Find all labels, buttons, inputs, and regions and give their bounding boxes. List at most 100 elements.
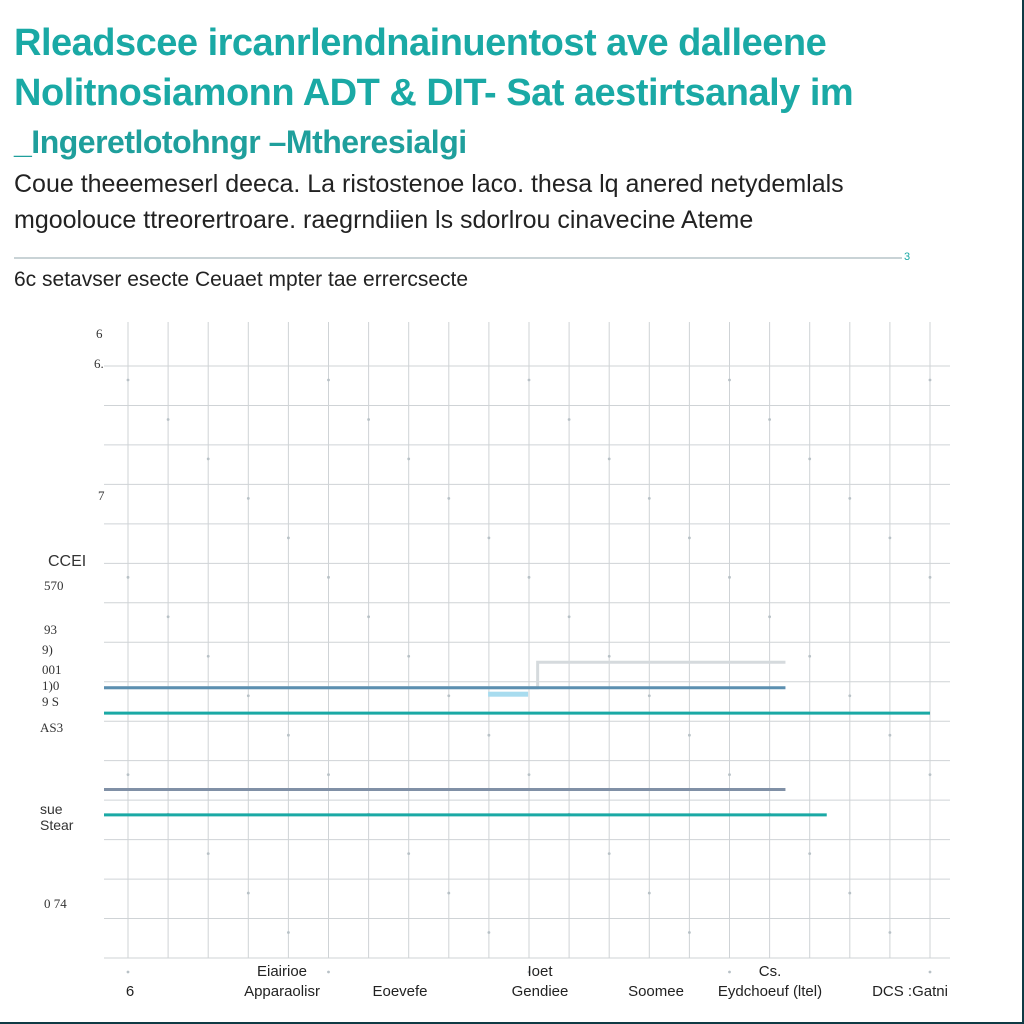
grid-dot [126, 378, 130, 382]
grid-dot [728, 773, 731, 777]
y-tick-label: 001 [42, 662, 62, 677]
grid-dot [848, 497, 852, 500]
title-line-1: Rleadscee ircanrlendnainuentost ave dall… [14, 22, 827, 64]
grid-dot [527, 970, 531, 974]
title-line-2: Nolitnosiamonn ADT & DIT- Sat aestirtsan… [14, 72, 854, 114]
x-tick-label: Soomee [628, 983, 684, 1000]
y-tick-label: 93 [44, 622, 57, 637]
grid-dot [287, 733, 290, 737]
grid-dot [567, 615, 571, 619]
grid-dot [487, 931, 491, 934]
grid-dot [447, 891, 451, 895]
y-tick-label: 1)0 [42, 678, 59, 693]
grid-dot [728, 378, 731, 382]
grid-dot [888, 931, 892, 934]
grid-dot [447, 497, 451, 500]
grid-dot [567, 418, 571, 421]
grid-dot [888, 536, 892, 540]
grid-dot [246, 497, 250, 500]
description-line-2: mgoolouce ttreorertroare. raegrndiien ls… [14, 206, 754, 234]
grid-dot [487, 536, 491, 540]
grid-dot [126, 970, 130, 974]
grid-dot [327, 378, 330, 382]
x-tick-label: DCS :Gatni [872, 983, 948, 1000]
x-tick-label: Cs. [759, 963, 782, 980]
y-tick-label: sue [40, 801, 63, 817]
grid-dot [407, 654, 411, 658]
x-tick-label: Eiairioe [257, 963, 307, 980]
y-tick-label: 7 [98, 488, 105, 503]
chart-subtitle: 6c setavser esecte Ceuaet mpter tae erre… [14, 268, 468, 292]
grid-dot [287, 931, 290, 934]
divider [14, 257, 902, 259]
y-tick-label: 9 S [42, 694, 59, 709]
x-tick-label: Gendiee [512, 983, 569, 1000]
grid-dot [607, 852, 611, 855]
grid-dot [246, 694, 250, 698]
y-tick-label: AS3 [40, 720, 63, 735]
series-line-1 [104, 660, 786, 690]
grid-dot [848, 891, 852, 895]
grid-dot [688, 536, 691, 540]
x-tick-label: Ioet [527, 963, 553, 980]
grid-dot [647, 891, 651, 895]
y-tick-label: 570 [44, 578, 64, 593]
grid-dot [527, 773, 531, 777]
grid-dot [327, 970, 330, 974]
grid-dot [647, 694, 651, 698]
grid-dot [447, 694, 451, 698]
grid-dot [728, 575, 731, 579]
grid-dot [688, 733, 691, 737]
x-tick-label: 6 [126, 983, 134, 1000]
grid-dot [327, 575, 330, 579]
subtitle-text: setavser esecte Ceuaet mpter tae errercs… [42, 268, 469, 291]
grid-dot [327, 773, 330, 777]
grid-dot [206, 852, 210, 855]
grid-dot [367, 418, 370, 421]
grid-dot [808, 654, 812, 658]
grid-dot [728, 970, 731, 974]
grid-dot [768, 615, 771, 619]
y-tick-label: CCEI [48, 553, 86, 570]
grid-dot [206, 457, 210, 461]
grid-dot [848, 694, 852, 698]
grid-dot [928, 378, 932, 382]
grid-dot [607, 654, 611, 658]
highlight-marker [488, 691, 529, 697]
grid-dot [487, 733, 491, 737]
y-tick-label: Stear [40, 817, 74, 833]
y-tick-label: 6. [94, 356, 104, 371]
grid-dot [407, 457, 411, 461]
grid-dot [287, 536, 290, 540]
grid-dot [808, 852, 812, 855]
title-line-3: _Ingeretlotohngr –Mtheresialgi [14, 124, 467, 160]
x-tick-label: Apparaolisr [244, 983, 320, 1000]
grid-dot [527, 378, 531, 382]
grid-dot [166, 418, 170, 421]
divider-mark: 3 [904, 251, 911, 263]
grid-dot [367, 615, 370, 619]
subtitle-prefix: 6c [14, 268, 37, 291]
y-tick-label: 9) [42, 642, 53, 657]
grid-dot [928, 773, 932, 777]
grid-dot [888, 733, 892, 737]
grid-dot [407, 852, 411, 855]
grid-dot [808, 457, 812, 461]
grid-dot [768, 418, 771, 421]
description-line-1: Coue theeemeserl deeca. La ristostenoe l… [14, 170, 844, 198]
grid-dot [246, 891, 250, 895]
grid-dot [126, 773, 130, 777]
x-tick-label: Eoevefe [372, 983, 427, 1000]
grid-dot [206, 654, 210, 658]
y-tick-label: 0 74 [44, 896, 67, 911]
grid-dot [928, 970, 932, 974]
grid-dot [647, 497, 651, 500]
x-tick-label: Eydchoeuf (ltel) [718, 983, 822, 1000]
y-tick-label: 6 [96, 326, 103, 341]
grid-dot [928, 575, 932, 579]
grid-dot [166, 615, 170, 619]
grid-dot [126, 575, 130, 579]
grid-dot [527, 575, 531, 579]
grid-dot [607, 457, 611, 461]
